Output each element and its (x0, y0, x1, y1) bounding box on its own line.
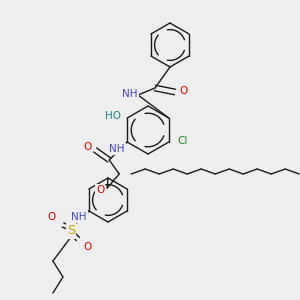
Text: NH: NH (122, 89, 138, 99)
Text: NH: NH (110, 144, 125, 154)
Text: O: O (84, 242, 92, 252)
Text: O: O (96, 185, 104, 195)
Text: S: S (67, 224, 75, 238)
Text: Cl: Cl (178, 136, 188, 146)
Text: O: O (179, 86, 187, 96)
Text: O: O (48, 212, 56, 222)
Text: NH: NH (71, 212, 87, 222)
Text: O: O (83, 142, 91, 152)
Text: HO: HO (105, 111, 121, 121)
